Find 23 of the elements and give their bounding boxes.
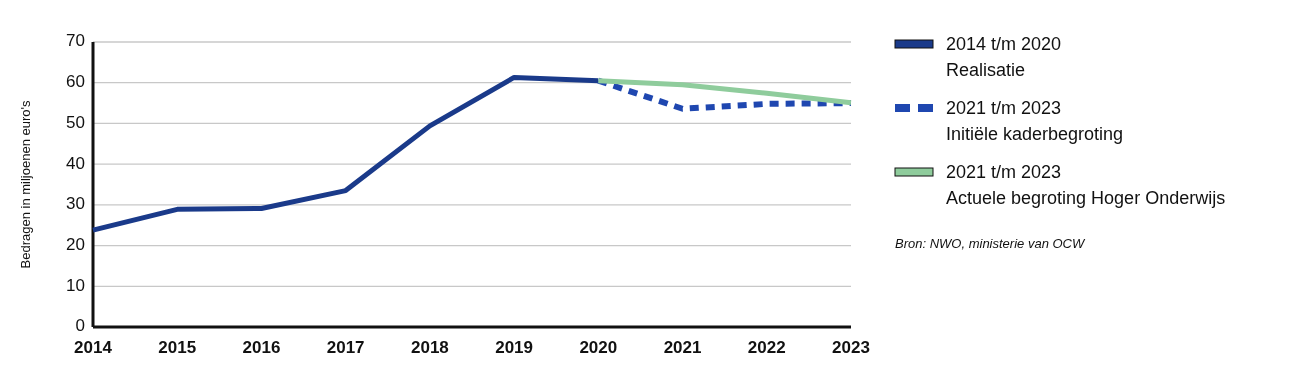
- y-tick-label: 70: [66, 31, 85, 51]
- y-tick-label: 60: [66, 72, 85, 92]
- x-tick-label: 2023: [832, 338, 870, 357]
- y-tick-label: 30: [66, 194, 85, 214]
- x-tick-label: 2018: [410, 338, 449, 357]
- x-tick-label: 2015: [158, 338, 197, 357]
- y-axis-title: Bedragen in miljoenen euro's: [18, 100, 33, 269]
- x-tick-label: 2017: [326, 338, 365, 357]
- x-tick-label: 2019: [495, 338, 534, 357]
- x-tick-label: 2021: [663, 338, 702, 357]
- y-tick-label: 50: [66, 112, 85, 132]
- y-tick-label: 10: [66, 275, 85, 295]
- x-tick-label: 2022: [747, 338, 786, 357]
- y-tick-label: 0: [75, 316, 85, 336]
- legend-label: 2021 t/m 2023 Actuele begroting Hoger Onderwijs: [946, 162, 1226, 208]
- x-tick-label: 2016: [242, 338, 281, 357]
- text: Bron: NWO, ministerie van OCW: [895, 236, 1086, 251]
- x-tick-label: 2014: [74, 338, 113, 357]
- legend-label: 2014 t/m 2020 Realisatie: [946, 34, 1062, 80]
- x-tick-label: 2020: [579, 338, 618, 357]
- legend-label: 2021 t/m 2023 Initiële kaderbegroting: [946, 98, 1124, 144]
- y-tick-label: 40: [66, 153, 85, 173]
- y-tick-label: 20: [66, 235, 85, 255]
